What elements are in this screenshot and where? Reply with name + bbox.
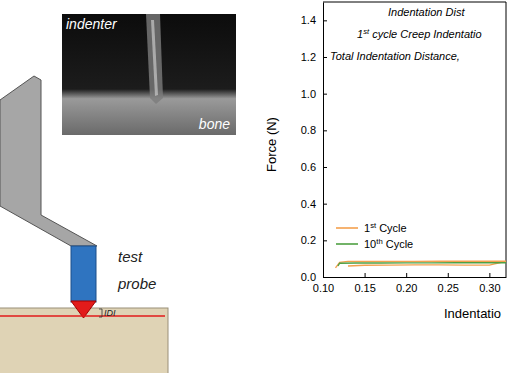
y-tick-mark (323, 277, 327, 278)
x-tick-label: 0.15 (354, 282, 375, 294)
probe-label: test (118, 248, 143, 265)
depth-label: IDI (104, 308, 116, 318)
annotation: Total Indentation Distance, (330, 50, 460, 62)
x-tick-mark (448, 273, 449, 277)
x-tick-mark (489, 273, 490, 277)
x-tick-mark (365, 273, 366, 277)
x-tick-mark (406, 273, 407, 277)
data-line (335, 261, 506, 268)
x-tick-label: 0.25 (438, 282, 459, 294)
y-tick-mark (323, 204, 327, 205)
y-tick: 0.6 (301, 161, 327, 173)
instrument-body (0, 76, 97, 246)
x-tick-label: 0.20 (396, 282, 417, 294)
y-tick: 0.8 (301, 124, 327, 136)
x-tick-label: 0.30 (479, 282, 500, 294)
x-tick: 0.30 (479, 273, 500, 294)
y-tick-label: 1.4 (301, 14, 316, 26)
depth-bracket (99, 309, 102, 317)
photo-label: indenter (66, 16, 118, 32)
y-tick: 1.4 (301, 14, 327, 26)
y-axis-line (323, 3, 324, 278)
x-tick: 0.15 (354, 273, 375, 294)
y-tick-mark (323, 167, 327, 168)
y-tick-mark (323, 57, 327, 58)
y-tick: 0.4 (301, 198, 327, 210)
y-axis: 0.0 0.2 0.4 0.6 0.8 1.0 1.2 1.4 (301, 3, 327, 284)
photo-background (62, 14, 236, 135)
y-tick-label: 0.8 (301, 124, 316, 136)
y-tick: 0.2 (301, 234, 327, 246)
y-tick-label: 1.0 (301, 88, 316, 100)
y-tick: 1.2 (301, 51, 327, 63)
photo-indenter (146, 14, 163, 104)
plot-frame (323, 2, 506, 277)
x-axis: 0.10 0.15 0.20 0.25 0.30 (313, 273, 507, 294)
legend-swatch (336, 243, 358, 245)
legend-label: 10th Cycle (364, 237, 413, 250)
x-tick: 0.25 (438, 273, 459, 294)
legend-swatch (336, 227, 358, 229)
legend-label: 1st Cycle (364, 221, 407, 234)
data-line (338, 263, 506, 266)
annotation: Indentation Dist (388, 6, 465, 18)
y-tick-label: 0.4 (301, 198, 316, 210)
schematic: IDI test probe (0, 76, 168, 373)
y-tick-label: 0.2 (301, 234, 316, 246)
photo: indenter bone (62, 14, 236, 135)
figure: indenter bone IDI test probe 0.10 0.15 0.20 0.25… (0, 0, 510, 373)
x-axis-title: Indentatio (444, 306, 501, 321)
y-tick-mark (323, 94, 327, 95)
test-probe (71, 246, 96, 302)
depth-line (0, 315, 165, 317)
chart: 0.10 0.15 0.20 0.25 0.30 0.0 0.2 0.4 0.6 0.8 1.0 1.… (264, 2, 507, 321)
x-tick-label: 0.10 (313, 282, 334, 294)
annotation: 1st cycle Creep Indentatio (357, 27, 482, 40)
y-tick-label: 1.2 (301, 51, 316, 63)
photo-indenter-highlight (151, 20, 158, 96)
y-tick-mark (323, 130, 327, 131)
y-axis-title: Force (N) (264, 117, 279, 172)
x-tick: 0.20 (396, 273, 417, 294)
probe-label: probe (117, 275, 156, 292)
y-tick-mark (323, 240, 327, 241)
photo-label: bone (199, 116, 230, 132)
y-tick: 0.0 (301, 271, 327, 283)
y-tick-label: 0.6 (301, 161, 316, 173)
y-tick: 1.0 (301, 88, 327, 100)
y-tick-label: 0.0 (301, 271, 316, 283)
legend: 1st Cycle 10th Cycle (336, 221, 413, 250)
lines (335, 261, 506, 268)
x-axis-line (324, 277, 507, 278)
y-tick-mark (323, 20, 327, 21)
